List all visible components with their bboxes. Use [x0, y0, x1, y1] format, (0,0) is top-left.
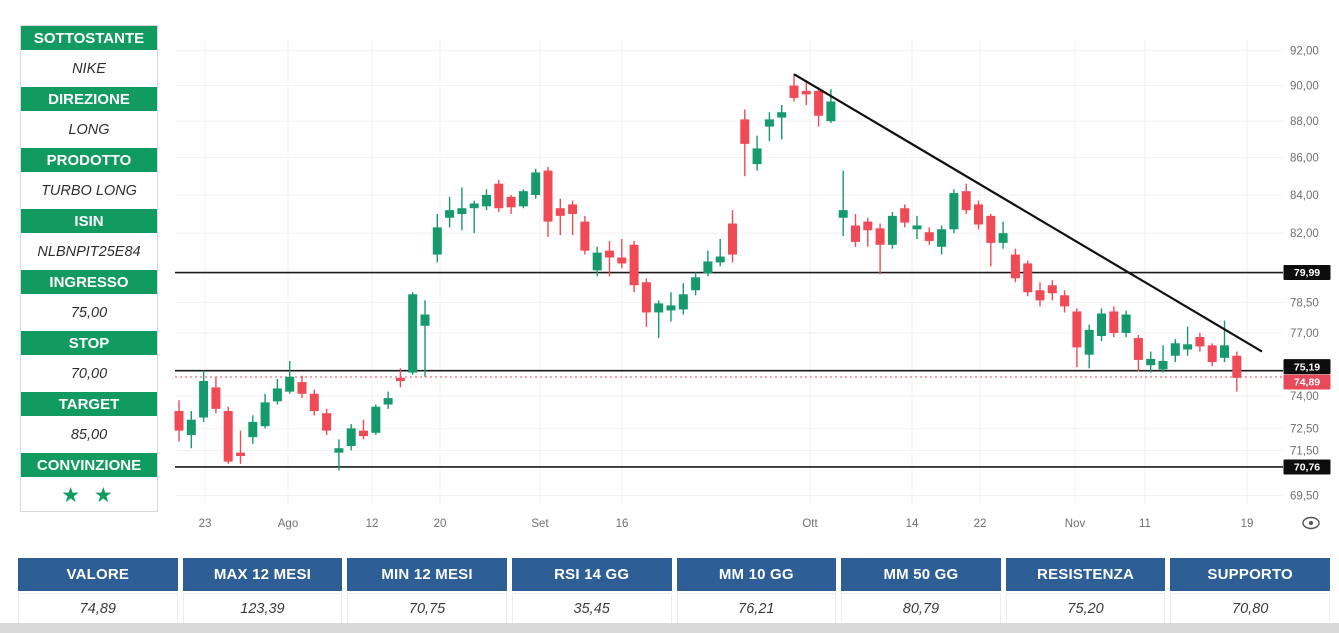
- stats-header-mm50gg: MM 50 GG: [841, 558, 1001, 591]
- stats-header-mm10gg: MM 10 GG: [676, 558, 837, 591]
- stats-value-mm50gg: 80,79: [841, 593, 1001, 624]
- svg-text:Ago: Ago: [278, 518, 298, 530]
- svg-text:22: 22: [974, 518, 987, 530]
- stats-header-rsi14gg: RSI 14 GG: [511, 558, 672, 591]
- stats-value-min12mesi: 70,75: [347, 593, 507, 624]
- stats-header-valore: VALORE: [18, 558, 178, 591]
- resistenza-line-badge: [1283, 265, 1331, 281]
- svg-text:16: 16: [616, 518, 629, 530]
- svg-text:74,00: 74,00: [1290, 391, 1319, 403]
- time-axis[interactable]: 23 Ago 12 20 Set 16 Ott 14 22 Nov 11 19: [199, 518, 1254, 530]
- bottom-edge-strip: [0, 623, 1339, 633]
- info-label-prodotto: PRODOTTO: [21, 148, 157, 172]
- svg-text:71,50: 71,50: [1290, 445, 1319, 457]
- svg-text:88,00: 88,00: [1290, 116, 1319, 128]
- info-label-isin: ISIN: [21, 209, 157, 233]
- eye-icon[interactable]: [1302, 516, 1320, 530]
- stats-value-valore: 74,89: [18, 593, 178, 624]
- svg-text:19: 19: [1241, 518, 1254, 530]
- info-panel: SOTTOSTANTE NIKE DIREZIONE LONG PRODOTTO…: [20, 25, 158, 512]
- info-label-stop: STOP: [21, 331, 157, 355]
- stats-value-mm10gg: 76,21: [676, 593, 837, 624]
- convinzione-stars-icon: ★ ★: [21, 480, 157, 511]
- svg-text:Set: Set: [531, 518, 549, 530]
- stats-header-row: VALORE MAX 12 MESI MIN 12 MESI RSI 14 GG…: [18, 558, 1330, 591]
- info-label-target: TARGET: [21, 392, 157, 416]
- stats-table: VALORE MAX 12 MESI MIN 12 MESI RSI 14 GG…: [18, 558, 1330, 624]
- stats-header-resistenza: RESISTENZA: [1005, 558, 1166, 591]
- stats-value-rsi14gg: 35,45: [511, 593, 672, 624]
- ingresso-line-badge: [1283, 359, 1331, 375]
- svg-text:77,00: 77,00: [1290, 328, 1319, 340]
- svg-text:23: 23: [199, 518, 212, 530]
- info-label-ingresso: INGRESSO: [21, 270, 157, 294]
- svg-text:84,00: 84,00: [1290, 190, 1319, 202]
- current-price-line-badge: [1283, 374, 1331, 390]
- svg-text:86,00: 86,00: [1290, 153, 1319, 165]
- info-label-direzione: DIREZIONE: [21, 87, 157, 111]
- info-value-ingresso: 75,00: [21, 297, 157, 328]
- svg-text:Nov: Nov: [1065, 518, 1086, 530]
- svg-text:90,00: 90,00: [1290, 81, 1319, 93]
- svg-text:11: 11: [1139, 518, 1151, 530]
- svg-text:12: 12: [366, 518, 379, 530]
- svg-text:74,89: 74,89: [1294, 377, 1320, 389]
- stats-header-max12mesi: MAX 12 MESI: [182, 558, 343, 591]
- stats-header-min12mesi: MIN 12 MESI: [347, 558, 507, 591]
- info-value-prodotto: TURBO LONG: [21, 175, 157, 206]
- svg-text:75,19: 75,19: [1294, 361, 1320, 373]
- stats-value-supporto: 70,80: [1170, 593, 1330, 624]
- svg-text:14: 14: [906, 518, 919, 530]
- svg-text:Ott: Ott: [802, 518, 818, 530]
- stats-value-row: 74,89 123,39 70,75 35,45 76,21 80,79 75,…: [18, 591, 1330, 624]
- stats-header-supporto: SUPPORTO: [1170, 558, 1330, 591]
- svg-text:20: 20: [434, 518, 447, 530]
- svg-text:78,50: 78,50: [1290, 297, 1319, 309]
- info-value-sottostante: NIKE: [21, 53, 157, 84]
- svg-text:70,76: 70,76: [1294, 462, 1320, 474]
- price-chart[interactable]: 92,00 90,00 88,00 86,00 84,00 82,00 78,50 77,00…: [0, 0, 1339, 548]
- svg-text:79,99: 79,99: [1294, 267, 1320, 279]
- price-axis[interactable]: 92,00 90,00 88,00 86,00 84,00 82,00 78,50 77,00…: [1290, 46, 1319, 503]
- info-value-target: 85,00: [21, 419, 157, 450]
- level-lines: [175, 271, 1283, 468]
- info-label-convinzione: CONVINZIONE: [21, 453, 157, 477]
- supporto-line-badge: [1283, 459, 1331, 475]
- stats-value-resistenza: 75,20: [1005, 593, 1166, 624]
- candlestick-chart-svg[interactable]: 92,00 90,00 88,00 86,00 84,00 82,00 78,50 77,00…: [0, 0, 1339, 548]
- svg-text:69,50: 69,50: [1290, 490, 1319, 502]
- stats-value-max12mesi: 123,39: [182, 593, 343, 624]
- info-value-isin: NLBNPIT25E84: [21, 236, 157, 267]
- info-value-direzione: LONG: [21, 114, 157, 145]
- svg-text:92,00: 92,00: [1290, 46, 1319, 58]
- svg-text:82,00: 82,00: [1290, 228, 1319, 240]
- svg-text:72,50: 72,50: [1290, 423, 1319, 435]
- info-value-stop: 70,00: [21, 358, 157, 389]
- trendline: [793, 73, 1263, 353]
- info-label-sottostante: SOTTOSTANTE: [21, 26, 157, 50]
- candles-series: [174, 74, 1242, 471]
